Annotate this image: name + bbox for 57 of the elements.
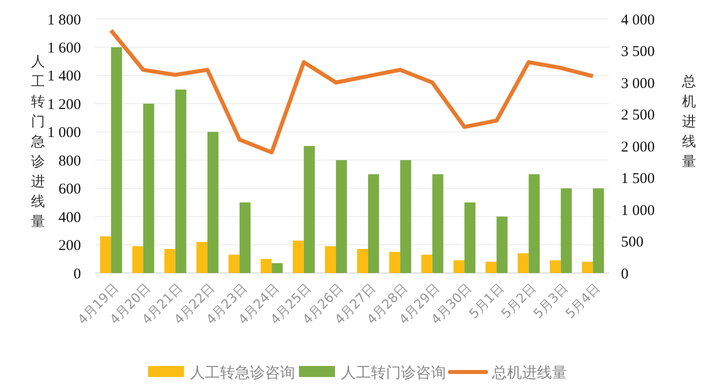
bar [143,104,154,273]
bar [175,90,186,273]
bar [453,260,464,273]
y-tick-label: 800 [58,153,81,170]
bar [421,254,432,273]
y-tick-label: 1 400 [47,68,81,85]
bar [196,242,208,273]
text: 人工转门急诊进线量 [31,54,45,230]
bar [550,260,561,273]
bar [292,240,304,273]
bar [111,47,122,273]
bar [432,174,444,273]
bar [164,249,176,273]
y2-axis-title: 总机进线量 [681,74,696,170]
y-tick-label: 200 [58,238,81,254]
legend-label: 总机进线量 [491,363,567,382]
bar [582,262,593,273]
bar [324,246,336,273]
y-tick-label: 1 600 [47,40,81,56]
y2-tick-label: 500 [621,234,644,250]
y2-tick-label: 2 000 [621,139,655,156]
bar [518,253,529,273]
bar [389,252,400,273]
bar [272,263,283,273]
y-tick-label: 1 800 [47,12,81,28]
y-tick-label: 1 200 [47,96,81,113]
bar [464,202,476,273]
bar [560,188,572,273]
bar [240,202,251,273]
y2-tick-label: 0 [621,266,628,282]
y-tick-label: 400 [58,210,81,226]
bar [357,249,368,273]
bar [100,236,112,273]
bar [368,174,380,273]
bar [132,246,144,273]
y-tick-label: 600 [58,182,81,198]
y2-tick-label: 4 000 [621,12,655,28]
y2-tick-label: 1 500 [621,171,655,187]
y-tick-label: 0 [74,266,81,282]
line-series [109,28,595,154]
bar [486,262,497,273]
legend-label: 人工转急诊咨询 [190,363,295,382]
bar [528,174,540,273]
bar [496,216,508,273]
y2-tick-label: 1 000 [621,202,655,219]
bar [260,258,272,273]
y2-tick-label: 3 000 [621,76,655,92]
legend-label: 人工转门诊咨询 [341,363,446,382]
bar [400,160,412,273]
bar [336,160,347,273]
bar [304,146,315,273]
bar [207,132,218,273]
y-tick-label: 1 000 [47,125,81,142]
y2-tick-label: 3 500 [621,44,655,60]
y2-tick-label: 2 500 [621,108,655,124]
bar [228,254,240,273]
bar [592,188,604,273]
